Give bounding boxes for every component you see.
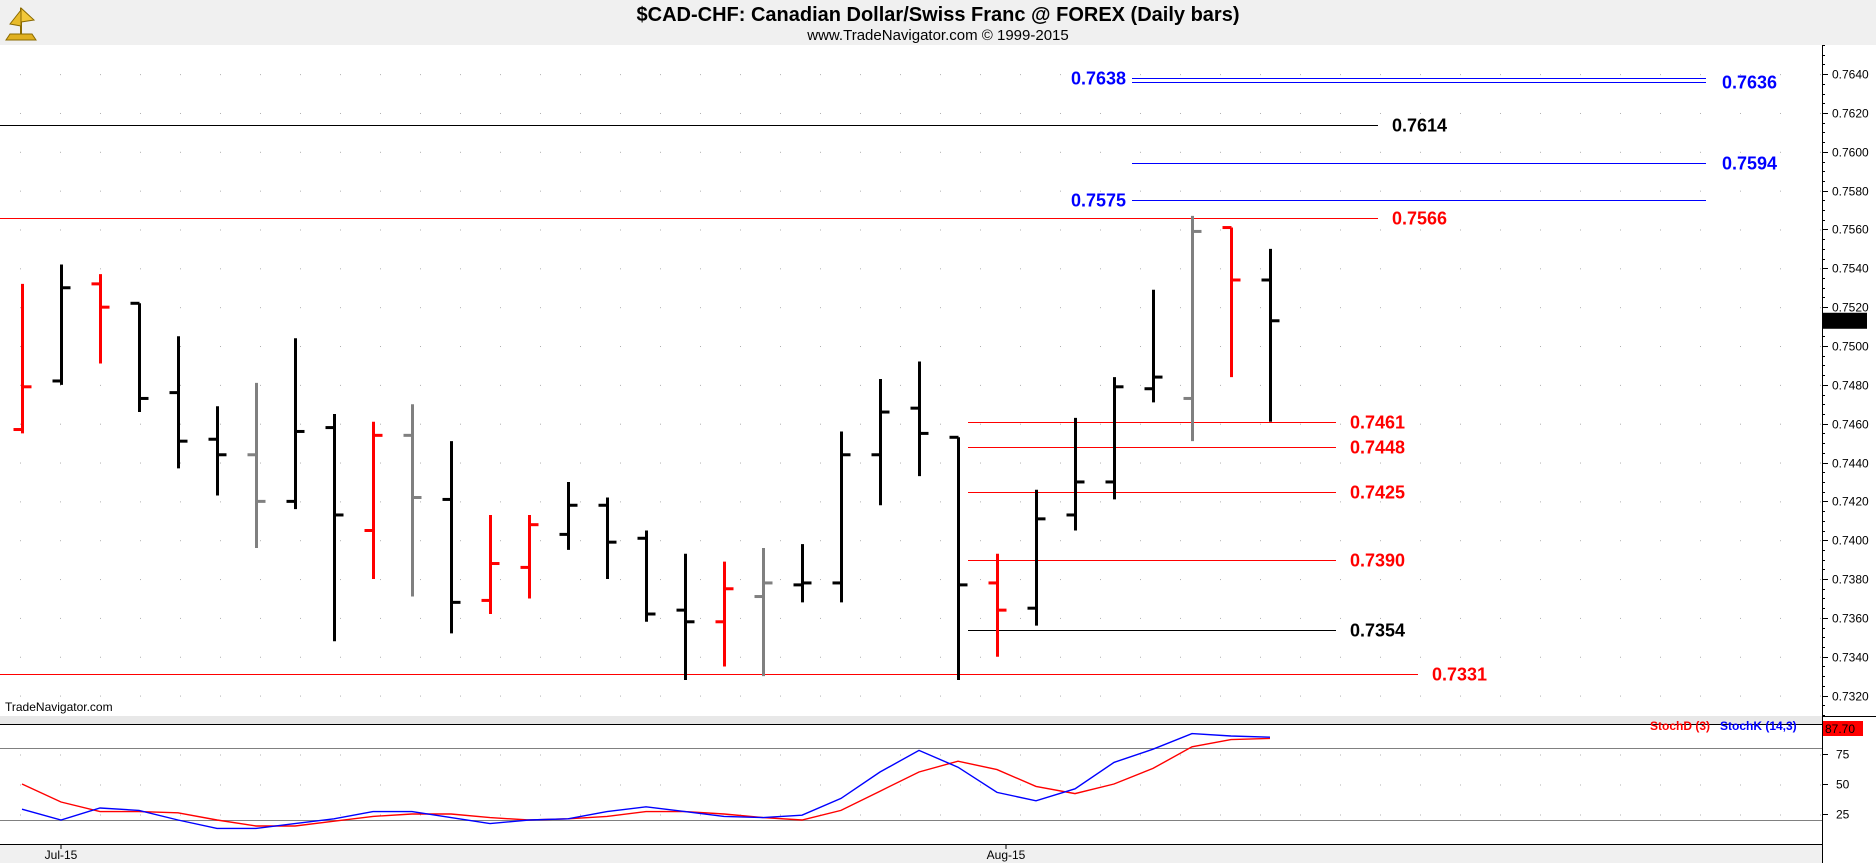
price-tick-label: 0.7600 <box>1832 146 1869 160</box>
price-tick-label: 0.7420 <box>1832 495 1869 509</box>
level-label: 0.7614 <box>1392 116 1447 136</box>
ohlc-bar <box>520 514 539 599</box>
level-label: 0.7331 <box>1432 665 1487 685</box>
level-label: 0.7461 <box>1350 413 1405 433</box>
ohlc-bar <box>403 404 422 597</box>
ohlc-bar <box>949 435 968 681</box>
ohlc-bar <box>637 530 656 622</box>
price-tick-label: 0.7320 <box>1832 690 1869 704</box>
ohlc-bar <box>247 382 266 548</box>
ohlc-bar <box>364 421 383 580</box>
ohlc-bar <box>91 274 110 364</box>
last-price-box <box>1823 312 1867 329</box>
header-band <box>0 0 1876 45</box>
grid-dots <box>20 74 1821 697</box>
ohlc-bar <box>793 544 812 603</box>
ohlc-bar <box>442 441 461 634</box>
price-tick-label: 0.7380 <box>1832 573 1869 587</box>
price-axis-ticks: 0.7320 0.7340 0.7360 0.7380 0.7400 0.7420 0.74… <box>1822 45 1869 716</box>
stoch-d-line <box>21 737 1271 827</box>
chart-subtitle: www.TradeNavigator.com © 1999-2015 <box>806 27 1068 44</box>
ohlc-bar <box>52 264 71 385</box>
level-label: 0.7448 <box>1350 438 1405 458</box>
ohlc-bar <box>208 406 227 496</box>
ohlc-bar <box>988 553 1007 657</box>
last-price-marker: 0.7513 <box>1823 312 1867 329</box>
price-tick-label: 0.7520 <box>1832 301 1869 315</box>
stoch-k-legend: StochK (14,3) <box>1720 719 1797 733</box>
price-tick-label: 0.7560 <box>1832 223 1869 237</box>
ohlc-bar <box>325 413 344 642</box>
ohlc-bar <box>1183 215 1202 442</box>
stoch-last-box <box>1823 721 1863 736</box>
level-label: 0.7390 <box>1350 551 1405 571</box>
chart-title: $CAD-CHF: Canadian Dollar/Swiss Franc @ … <box>637 4 1240 26</box>
stoch-k-line <box>21 732 1271 830</box>
ohlc-bar <box>910 361 929 477</box>
price-tick-label: 0.7640 <box>1832 68 1869 82</box>
ohlc-bars <box>13 215 1280 681</box>
ohlc-bar <box>559 481 578 550</box>
stoch-d-legend: StochD (3) <box>1650 719 1710 733</box>
ohlc-bar <box>1066 417 1085 531</box>
price-tick-label: 0.7440 <box>1832 457 1869 471</box>
stoch-tick-label: 75 <box>1836 748 1850 762</box>
price-tick-label: 0.7620 <box>1832 107 1869 121</box>
ohlc-bar <box>598 497 617 580</box>
ohlc-bar <box>1261 248 1280 422</box>
level-label: 0.7636 <box>1722 73 1777 93</box>
ohlc-bar <box>715 561 734 667</box>
stoch-tick-label: 25 <box>1836 808 1850 822</box>
level-label: 0.7638 <box>1071 69 1126 89</box>
ohlc-bar <box>481 514 500 615</box>
panel-gap <box>0 716 1822 724</box>
ohlc-bar <box>871 379 890 506</box>
ohlc-bar <box>286 338 305 510</box>
ohlc-bar <box>1144 289 1163 403</box>
price-tick-label: 0.7340 <box>1832 651 1869 665</box>
stoch-last-value: 87.70 <box>1825 722 1855 736</box>
price-tick-label: 0.7360 <box>1832 612 1869 626</box>
ohlc-bar <box>13 283 32 434</box>
ohlc-bar <box>130 301 149 413</box>
level-lines: 0.7638 0.7636 0.7614 0.7594 0.7575 0.7566 0.74… <box>0 69 1777 685</box>
ohlc-bar <box>1105 377 1124 500</box>
stochastic-panel: 25 50 75 87.70 <box>0 721 1863 830</box>
price-tick-label: 0.7400 <box>1832 534 1869 548</box>
last-price-label: 0.7513 <box>1825 314 1862 328</box>
price-tick-label: 0.7580 <box>1832 185 1869 199</box>
level-label: 0.7354 <box>1350 621 1405 641</box>
level-label: 0.7594 <box>1722 154 1777 174</box>
ohlc-bar <box>169 336 188 469</box>
level-label: 0.7575 <box>1071 191 1126 211</box>
price-tick-label: 0.7500 <box>1832 340 1869 354</box>
ohlc-bar <box>832 431 851 603</box>
level-label: 0.7566 <box>1392 209 1447 229</box>
ohlc-bar <box>676 553 695 681</box>
price-tick-label: 0.7460 <box>1832 418 1869 432</box>
x-label-aug: Aug-15 <box>987 848 1026 862</box>
trade-navigator-logo-icon <box>5 6 37 41</box>
ohlc-bar <box>1027 489 1046 626</box>
price-tick-label: 0.7480 <box>1832 379 1869 393</box>
level-label: 0.7425 <box>1350 483 1405 503</box>
price-tick-label: 0.7540 <box>1832 262 1869 276</box>
ohlc-bar <box>754 547 773 677</box>
watermark: TradeNavigator.com <box>5 700 113 714</box>
x-label-jul: Jul-15 <box>45 848 78 862</box>
stoch-tick-label: 50 <box>1836 778 1850 792</box>
ohlc-bar <box>1222 226 1241 378</box>
